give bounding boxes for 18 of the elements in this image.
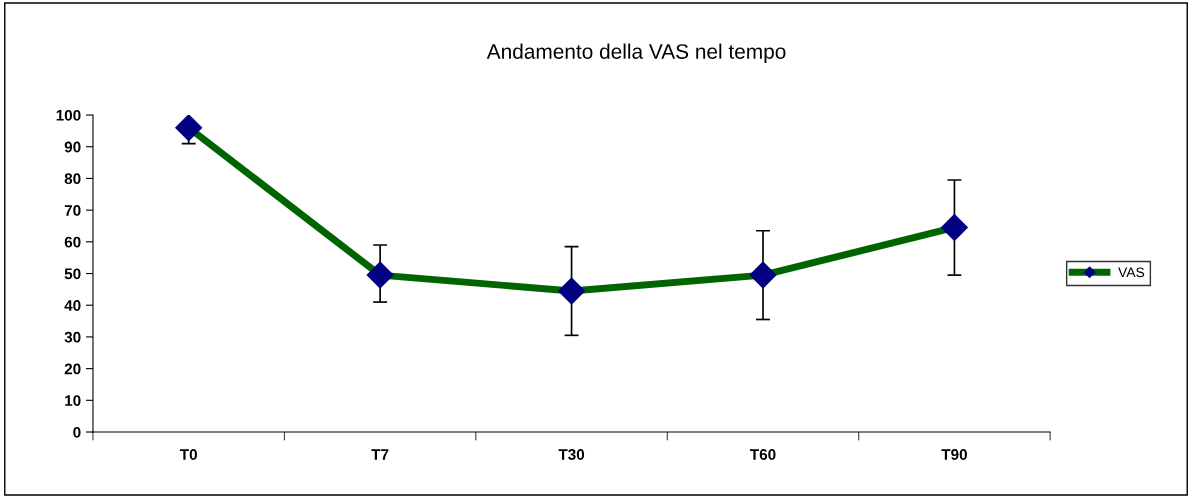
y-tick-label: 90 (64, 141, 81, 153)
y-tick-label: 80 (64, 173, 81, 185)
y-tick-label: 70 (64, 205, 81, 216)
y-tick-label: 0 (73, 426, 81, 438)
y-tick-label: 20 (64, 363, 81, 375)
y-tick-label: 100 (56, 109, 81, 121)
y-tick-label: 50 (64, 268, 81, 280)
y-tick-label: 30 (64, 331, 81, 343)
y-tick-label: 10 (65, 395, 81, 406)
x-tick-label: T60 (750, 449, 776, 460)
y-tick-label: 40 (64, 300, 81, 311)
x-tick-label: T30 (558, 449, 585, 460)
x-tick-label: T7 (371, 449, 389, 460)
y-tick-label: 60 (64, 236, 81, 248)
chart-title: Andamento della VAS nel tempo (486, 43, 786, 63)
legend-label: VAS (1118, 267, 1145, 278)
x-tick-label: T90 (941, 449, 967, 460)
x-tick-label: T0 (179, 449, 197, 460)
